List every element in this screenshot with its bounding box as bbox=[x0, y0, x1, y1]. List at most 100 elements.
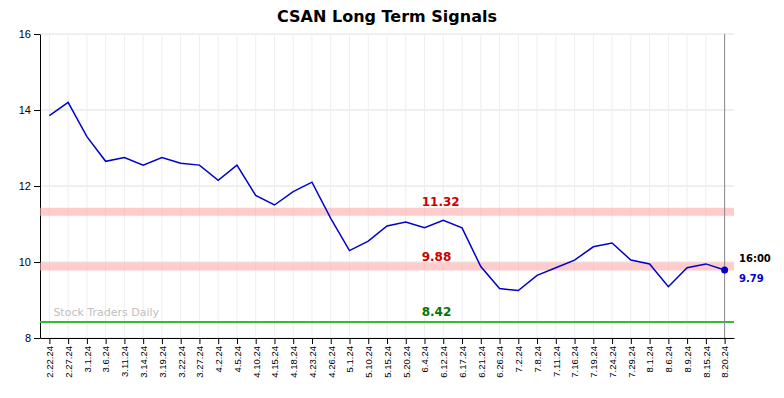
x-grid-line bbox=[255, 34, 256, 338]
x-grid-line bbox=[443, 34, 444, 338]
x-tick-mark bbox=[725, 338, 726, 344]
x-grid-line bbox=[705, 34, 706, 338]
last-point-label: 16:00 bbox=[739, 253, 771, 264]
x-tick: 8.20.24 bbox=[719, 338, 730, 378]
x-tick-label: 3.22.24 bbox=[176, 346, 187, 378]
x-tick-mark bbox=[218, 338, 219, 344]
x-tick: 4.2.24 bbox=[213, 338, 224, 372]
x-tick-label: 4.18.24 bbox=[288, 346, 299, 378]
x-tick: 7.19.24 bbox=[588, 338, 599, 378]
y-tick: 10 bbox=[19, 256, 40, 268]
x-tick-mark bbox=[312, 338, 313, 344]
x-grid-line bbox=[311, 34, 312, 338]
y-axis-line bbox=[40, 35, 41, 339]
x-tick-mark bbox=[237, 338, 238, 344]
x-tick-label: 8.20.24 bbox=[719, 346, 730, 378]
x-tick-label: 7.24.24 bbox=[607, 346, 618, 378]
x-tick: 5.10.24 bbox=[363, 338, 374, 378]
x-tick: 7.24.24 bbox=[607, 338, 618, 378]
x-tick: 3.22.24 bbox=[176, 338, 187, 378]
x-grid-line bbox=[218, 34, 219, 338]
y-tick-label: 8 bbox=[25, 332, 31, 344]
x-tick-label: 6.12.24 bbox=[438, 346, 449, 378]
x-tick-label: 3.14.24 bbox=[138, 346, 149, 378]
y-tick-label: 16 bbox=[19, 28, 31, 40]
x-grid-line bbox=[330, 34, 331, 338]
x-tick-label: 8.9.24 bbox=[682, 346, 693, 372]
x-tick-mark bbox=[462, 338, 463, 344]
x-grid-line bbox=[86, 34, 87, 338]
x-tick: 7.8.24 bbox=[532, 338, 543, 372]
x-tick: 3.11.24 bbox=[119, 338, 130, 377]
x-tick: 6.21.24 bbox=[476, 338, 487, 378]
last-point-label: 9.79 bbox=[739, 273, 764, 284]
x-tick-mark bbox=[181, 338, 182, 344]
x-tick-mark bbox=[293, 338, 294, 344]
x-tick-mark bbox=[650, 338, 651, 344]
chart: CSAN Long Term Signals2.22.242.27.243.1.… bbox=[0, 0, 784, 398]
y-tick-label: 14 bbox=[19, 104, 31, 116]
title: CSAN Long Term Signals bbox=[277, 7, 497, 26]
x-tick-label: 6.21.24 bbox=[476, 346, 487, 378]
x-tick-label: 5.20.24 bbox=[401, 346, 412, 378]
x-tick-label: 7.19.24 bbox=[588, 346, 599, 378]
x-tick-mark bbox=[706, 338, 707, 344]
x-tick-label: 8.6.24 bbox=[663, 346, 674, 372]
x-grid-line bbox=[161, 34, 162, 338]
x-grid-line bbox=[480, 34, 481, 338]
reference-line bbox=[40, 321, 734, 323]
x-tick: 3.1.24 bbox=[82, 338, 93, 372]
x-tick: 6.26.24 bbox=[494, 338, 505, 378]
x-grid-line bbox=[199, 34, 200, 338]
x-tick-mark bbox=[612, 338, 613, 344]
x-grid-line bbox=[105, 34, 106, 338]
y-tick: 12 bbox=[19, 180, 40, 192]
x-grid-line bbox=[124, 34, 125, 338]
x-grid-line bbox=[236, 34, 237, 338]
x-axis: 2.22.242.27.243.1.243.6.243.11.243.14.24… bbox=[41, 338, 735, 378]
x-tick: 8.9.24 bbox=[682, 338, 693, 372]
current-line bbox=[724, 34, 725, 338]
x-grid-line bbox=[49, 34, 50, 338]
x-tick-mark bbox=[687, 338, 688, 344]
x-tick-mark bbox=[143, 338, 144, 344]
x-tick-label: 3.19.24 bbox=[157, 346, 168, 378]
x-grid-line bbox=[593, 34, 594, 338]
x-tick-label: 5.1.24 bbox=[344, 346, 355, 372]
x-tick: 3.19.24 bbox=[157, 338, 168, 378]
x-tick: 5.20.24 bbox=[401, 338, 412, 378]
annotations: 11.329.888.42Stock Traders Daily16:009.7… bbox=[53, 195, 770, 319]
x-tick-mark bbox=[387, 338, 388, 344]
x-grid-line bbox=[274, 34, 275, 338]
x-grid-line bbox=[499, 34, 500, 338]
x-grid-line bbox=[293, 34, 294, 338]
x-tick-label: 7.8.24 bbox=[532, 346, 543, 372]
x-tick-label: 4.10.24 bbox=[251, 346, 262, 378]
x-tick-mark bbox=[274, 338, 275, 344]
x-tick: 2.22.24 bbox=[44, 338, 55, 378]
last-point bbox=[721, 266, 728, 273]
y-axis: 8 10 12 14 16 bbox=[19, 28, 41, 344]
plot: 2.22.242.27.243.1.243.6.243.11.243.14.24… bbox=[19, 28, 771, 378]
x-tick-mark bbox=[49, 338, 50, 344]
x-grid-line bbox=[424, 34, 425, 338]
x-tick-label: 4.5.24 bbox=[232, 346, 243, 372]
y-tick-label: 10 bbox=[19, 256, 31, 268]
x-tick-mark bbox=[368, 338, 369, 344]
x-grid-line bbox=[537, 34, 538, 338]
reference-label: 9.88 bbox=[422, 250, 452, 264]
x-tick-mark bbox=[87, 338, 88, 344]
x-grid-line bbox=[405, 34, 406, 338]
x-grid-line bbox=[143, 34, 144, 338]
x-tick: 4.26.24 bbox=[326, 338, 337, 378]
x-tick: 4.10.24 bbox=[251, 338, 262, 378]
x-tick: 7.16.24 bbox=[569, 338, 580, 378]
x-grid-line bbox=[555, 34, 556, 338]
x-grid-line bbox=[518, 34, 519, 338]
x-tick-label: 6.17.24 bbox=[457, 346, 468, 378]
x-tick: 5.1.24 bbox=[344, 338, 355, 372]
x-tick: 8.1.24 bbox=[644, 338, 655, 372]
x-tick: 8.6.24 bbox=[663, 338, 674, 372]
x-tick-mark bbox=[556, 338, 557, 344]
x-tick: 3.6.24 bbox=[100, 338, 111, 372]
